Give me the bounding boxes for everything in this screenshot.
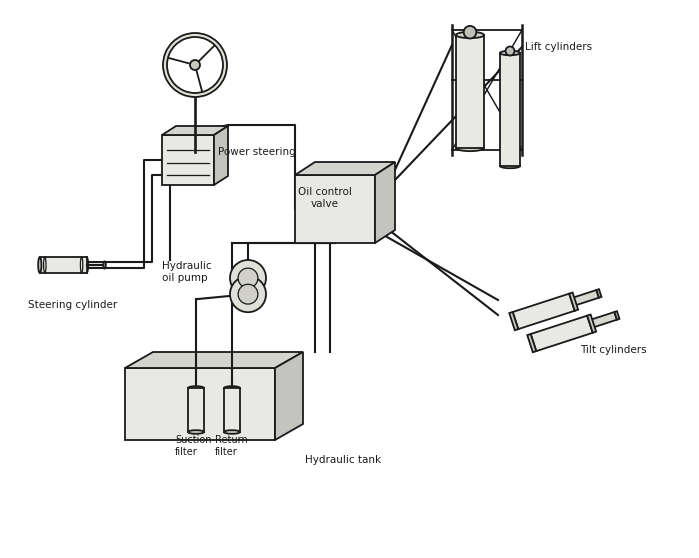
Circle shape (238, 268, 258, 288)
Polygon shape (589, 312, 617, 328)
Circle shape (505, 46, 514, 55)
Polygon shape (40, 257, 87, 273)
Ellipse shape (500, 163, 520, 169)
Polygon shape (570, 290, 599, 306)
Circle shape (230, 276, 266, 312)
Ellipse shape (456, 145, 484, 151)
Ellipse shape (188, 386, 204, 390)
Ellipse shape (224, 430, 240, 434)
Ellipse shape (500, 51, 520, 55)
Polygon shape (510, 312, 518, 330)
Text: Hydraulic
oil pump: Hydraulic oil pump (162, 261, 212, 283)
Circle shape (190, 60, 200, 70)
Ellipse shape (103, 261, 106, 268)
Ellipse shape (85, 257, 88, 273)
Polygon shape (587, 315, 596, 333)
Polygon shape (224, 388, 240, 432)
Text: Return
filter: Return filter (215, 435, 247, 456)
Polygon shape (531, 316, 593, 351)
Polygon shape (125, 368, 275, 440)
Text: Steering cylinder: Steering cylinder (28, 300, 117, 310)
Polygon shape (125, 352, 303, 368)
Polygon shape (295, 175, 375, 243)
Polygon shape (500, 53, 520, 166)
Polygon shape (375, 162, 395, 243)
Polygon shape (456, 35, 484, 148)
Polygon shape (614, 311, 619, 320)
Ellipse shape (224, 386, 240, 390)
Polygon shape (162, 135, 214, 185)
Text: Power steering: Power steering (218, 147, 296, 157)
Ellipse shape (456, 32, 484, 38)
Polygon shape (214, 126, 228, 185)
Text: Oil control
valve: Oil control valve (298, 187, 352, 209)
Ellipse shape (188, 430, 204, 434)
Polygon shape (596, 289, 601, 298)
Text: Hydraulic tank: Hydraulic tank (305, 455, 381, 465)
Circle shape (230, 260, 266, 296)
Polygon shape (275, 352, 303, 440)
Circle shape (238, 284, 258, 304)
Ellipse shape (38, 257, 41, 273)
Polygon shape (295, 162, 395, 175)
Text: Tilt cylinders: Tilt cylinders (580, 345, 647, 355)
Circle shape (463, 26, 476, 39)
Text: Suction
filter: Suction filter (175, 435, 212, 456)
Polygon shape (188, 388, 204, 432)
Text: Lift cylinders: Lift cylinders (525, 42, 592, 52)
Polygon shape (162, 126, 228, 135)
Polygon shape (512, 294, 575, 329)
Polygon shape (569, 292, 578, 311)
Polygon shape (527, 334, 536, 352)
